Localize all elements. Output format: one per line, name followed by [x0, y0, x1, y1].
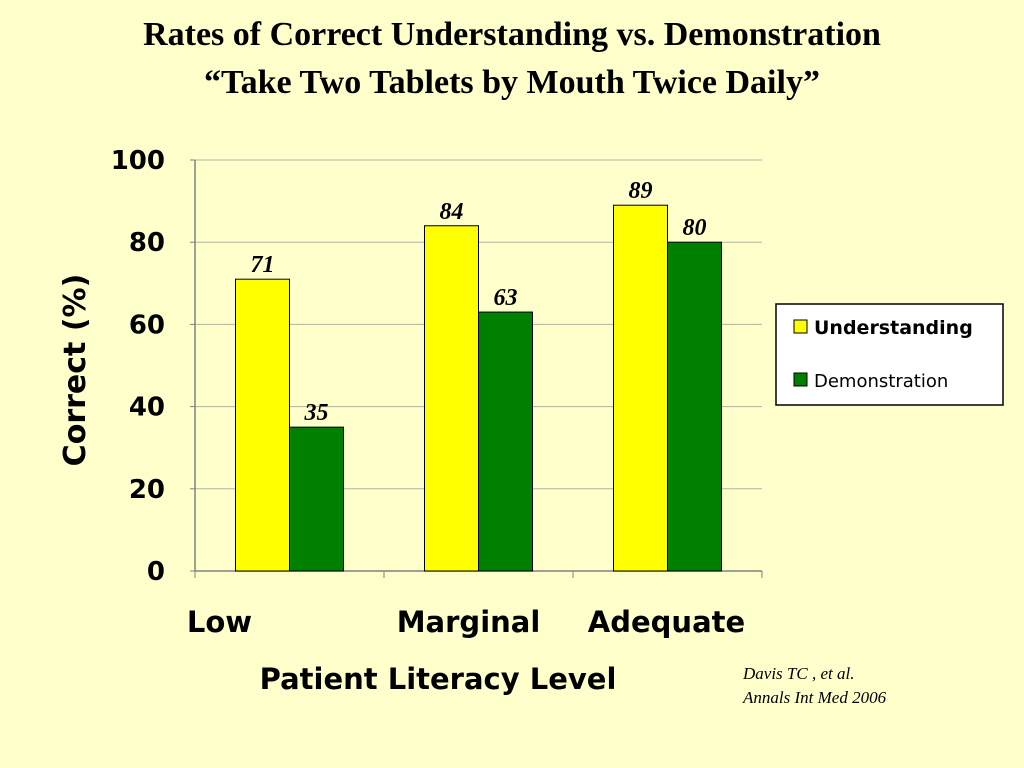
bar-demonstration — [667, 241, 722, 572]
legend-swatch-understanding — [793, 319, 808, 334]
legend-swatch-demonstration — [793, 372, 808, 387]
x-tick-label: Adequate — [588, 605, 745, 639]
bar-demonstration — [289, 426, 344, 572]
data-label: 63 — [494, 285, 518, 311]
legend-label-understanding: Understanding — [814, 317, 973, 339]
citation-journal: Annals Int Med 2006 — [743, 688, 887, 707]
y-tick-label: 0 — [147, 557, 165, 587]
legend-box — [775, 303, 1004, 406]
bar-understanding — [613, 204, 668, 572]
data-label: 80 — [683, 215, 707, 241]
bar-understanding — [424, 225, 479, 572]
data-label: 71 — [251, 252, 275, 278]
legend-label-demonstration: Demonstration — [814, 371, 948, 392]
x-tick-label: Low — [187, 605, 252, 639]
chart-title-line-2: “Take Two Tablets by Mouth Twice Daily” — [204, 64, 820, 101]
y-axis-label: Correct (%) — [58, 274, 93, 467]
x-tick-label: Marginal — [397, 605, 541, 639]
y-tick-label: 80 — [129, 228, 165, 258]
data-label: 84 — [440, 199, 464, 225]
y-tick-label: 60 — [129, 310, 165, 340]
bar-understanding — [235, 278, 290, 572]
bar-demonstration — [478, 311, 533, 572]
chart-title-line-1: Rates of Correct Understanding vs. Demon… — [143, 16, 881, 53]
y-tick-label: 100 — [111, 146, 165, 176]
data-label: 89 — [629, 178, 653, 204]
citation-author: Davis TC , et al. — [743, 664, 855, 683]
y-tick-label: 20 — [129, 475, 165, 505]
data-label: 35 — [304, 400, 329, 426]
x-axis-label: Patient Literacy Level — [260, 662, 617, 696]
y-tick-label: 40 — [129, 393, 165, 423]
